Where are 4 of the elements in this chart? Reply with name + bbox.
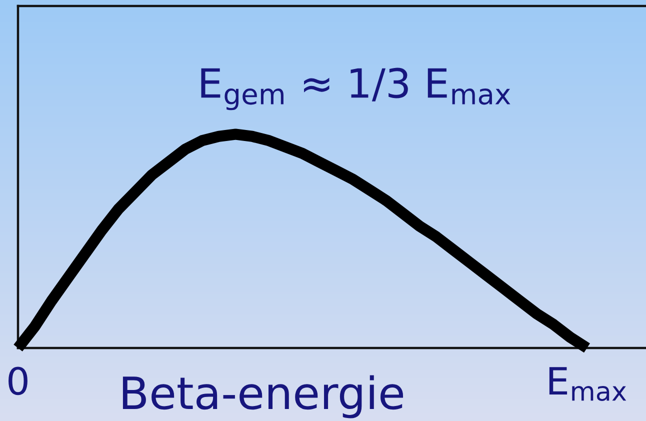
x-tick-label: 0 bbox=[8, 366, 28, 396]
text: E$_{gem}$ ≈ 1/3 E$_{max}$ bbox=[201, 68, 510, 110]
x-tick-label: E$_{max}$ bbox=[549, 367, 626, 402]
x-axis-title: Beta-energie bbox=[122, 375, 404, 418]
